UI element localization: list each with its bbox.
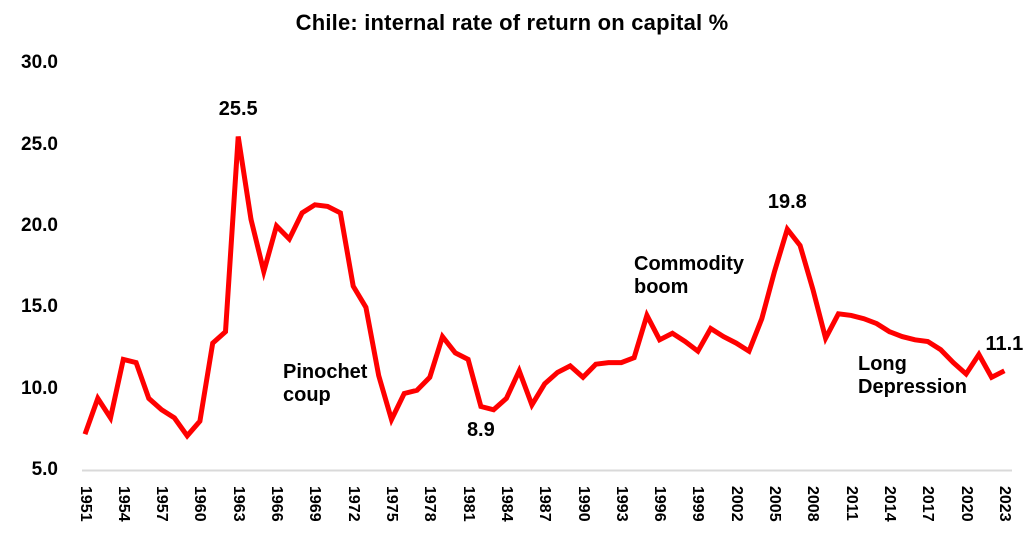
data-label-25.5: 25.5	[218, 98, 258, 121]
y-tick-30.0: 30.0	[21, 52, 58, 74]
x-tick-2002: 2002	[727, 486, 745, 522]
x-tick-1960: 1960	[191, 486, 209, 522]
x-tick-1972: 1972	[344, 486, 362, 522]
x-tick-2008: 2008	[804, 486, 822, 522]
x-tick-2014: 2014	[880, 486, 898, 522]
x-tick-1963: 1963	[229, 486, 247, 522]
x-tick-1990: 1990	[574, 486, 592, 522]
x-tick-1981: 1981	[459, 486, 477, 522]
x-tick-2005: 2005	[766, 486, 784, 522]
x-tick-1954: 1954	[114, 486, 132, 522]
chart-title: Chile: internal rate of return on capita…	[295, 10, 729, 35]
x-tick-2011: 2011	[842, 486, 860, 521]
x-tick-1957: 1957	[153, 486, 171, 522]
x-tick-1978: 1978	[421, 486, 439, 522]
x-tick-2023: 2023	[995, 486, 1013, 522]
data-label-19.8: 19.8	[767, 191, 807, 214]
x-tick-2020: 2020	[957, 486, 975, 522]
y-tick-5.0: 5.0	[31, 459, 58, 480]
x-tick-1993: 1993	[612, 486, 630, 522]
annotation-long: Long Depression	[858, 353, 967, 398]
annotation-pinochet: Pinochet coup	[283, 361, 368, 406]
annotation-commodity: Commodity boom	[634, 253, 744, 298]
y-tick-25.0: 25.0	[21, 133, 58, 155]
x-tick-1999: 1999	[689, 486, 707, 522]
y-tick-20.0: 20.0	[21, 214, 58, 236]
x-tick-1987: 1987	[536, 486, 554, 522]
series-line	[82, 136, 1006, 440]
data-label-8.9: 8.9	[466, 418, 495, 441]
data-label-11.1: 11.1	[985, 332, 1024, 355]
x-tick-1966: 1966	[268, 486, 286, 522]
x-tick-1969: 1969	[306, 486, 324, 522]
x-tick-1996: 1996	[651, 486, 669, 522]
x-tick-1975: 1975	[382, 486, 400, 522]
x-tick-2017: 2017	[919, 486, 937, 522]
y-tick-15.0: 15.0	[21, 296, 58, 318]
y-tick-10.0: 10.0	[21, 377, 58, 399]
x-tick-1951: 1951	[76, 486, 94, 522]
x-tick-1984: 1984	[497, 486, 515, 522]
